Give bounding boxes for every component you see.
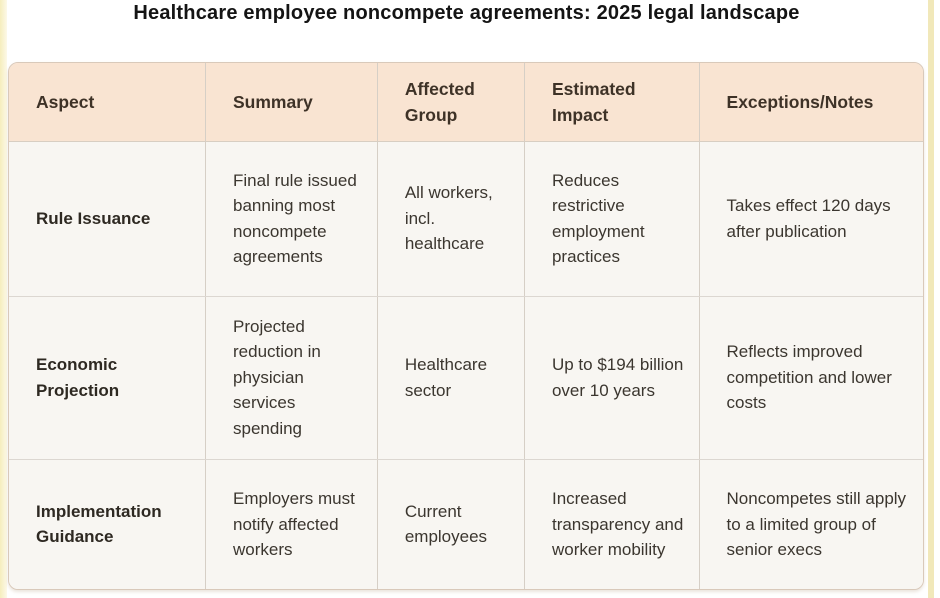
header-row: Aspect Summary Affected Group Estimated …: [9, 63, 923, 142]
data-table: Aspect Summary Affected Group Estimated …: [9, 63, 923, 589]
cell-summary: Projected reduction in physician service…: [205, 296, 378, 460]
column-header-estimated-impact: Estimated Impact: [524, 63, 700, 142]
cell-aspect: Implementation Guidance: [9, 459, 206, 589]
cell-affected-group: All workers, incl. healthcare: [377, 141, 525, 297]
table-row-economic-projection: Economic Projection Projected reduction …: [9, 296, 923, 460]
cell-aspect: Economic Projection: [9, 296, 206, 460]
cell-summary: Final rule issued banning most noncompet…: [205, 141, 378, 297]
column-header-affected-group: Affected Group: [377, 63, 525, 142]
column-header-aspect: Aspect: [9, 63, 206, 142]
cell-estimated-impact: Up to $194 billion over 10 years: [524, 296, 700, 460]
cell-affected-group: Healthcare sector: [377, 296, 525, 460]
cell-affected-group: Current employees: [377, 459, 525, 589]
legal-landscape-table: Aspect Summary Affected Group Estimated …: [8, 62, 924, 590]
cell-aspect: Rule Issuance: [9, 141, 206, 297]
table-row-implementation-guidance: Implementation Guidance Employers must n…: [9, 459, 923, 589]
page-title: Healthcare employee noncompete agreement…: [133, 2, 800, 24]
page-edge-left-strip: [0, 0, 7, 598]
cell-estimated-impact: Increased transparency and worker mobili…: [524, 459, 700, 589]
column-header-summary: Summary: [205, 63, 378, 142]
cell-exceptions-notes: Noncompetes still apply to a limited gro…: [699, 459, 923, 589]
table-row-rule-issuance: Rule Issuance Final rule issued banning …: [9, 141, 923, 297]
cell-exceptions-notes: Reflects improved competition and lower …: [699, 296, 923, 460]
cell-estimated-impact: Reduces restrictive employment practices: [524, 141, 700, 297]
cell-exceptions-notes: Takes effect 120 days after publication: [699, 141, 923, 297]
column-header-exceptions-notes: Exceptions/Notes: [699, 63, 923, 142]
page-edge-right-strip: [928, 0, 934, 598]
cell-summary: Employers must notify affected workers: [205, 459, 378, 589]
